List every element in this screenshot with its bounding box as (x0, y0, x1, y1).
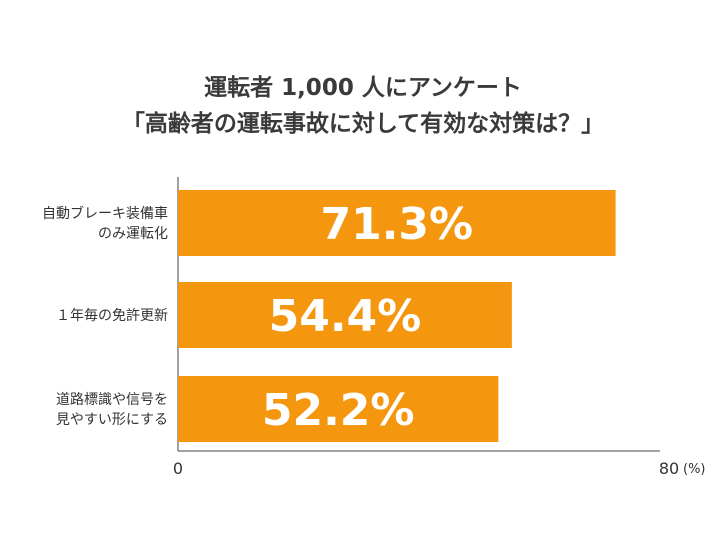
x-tick-0: 0 (173, 459, 183, 478)
category-label-0-1: のみ運転化 (98, 226, 168, 242)
x-tick-80: 80 (659, 459, 679, 478)
category-label-2-0: 道路標識や信号を (56, 392, 168, 408)
category-label-0-0: 自動ブレーキ装備車 (42, 205, 168, 222)
chart-title: 運転者 1,000 人にアンケート (204, 75, 522, 101)
bar-value-label-1: 54.4% (269, 291, 422, 342)
bar-value-label-0: 71.3% (320, 199, 473, 250)
chart-subtitle: 「高齢者の運転事故に対して有効な対策は？」 (121, 111, 605, 137)
bar-1 (178, 282, 512, 348)
x-unit-label: (%) (683, 462, 706, 477)
category-label-2-1: 見やすい形にする (56, 412, 168, 428)
bar-value-label-2: 52.2% (262, 385, 415, 436)
bar-0 (178, 190, 616, 256)
category-label-1-0: １年毎の免許更新 (56, 308, 168, 324)
bar-2 (178, 376, 499, 442)
